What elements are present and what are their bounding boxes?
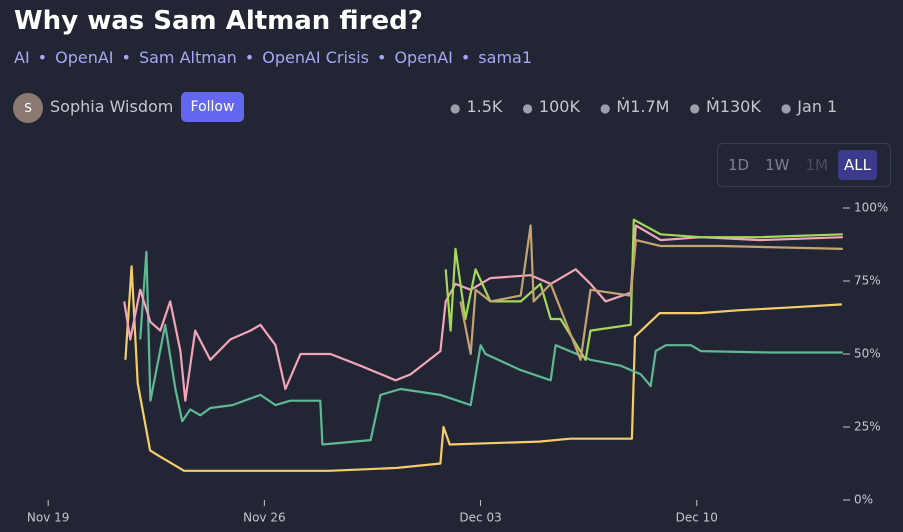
tag[interactable]: AI [14, 48, 30, 67]
tag[interactable]: OpenAI [55, 48, 114, 67]
title: Why was Sam Altman fired? [14, 6, 423, 36]
author[interactable]: Sophia Wisdom [50, 97, 174, 116]
series-line [123, 224, 843, 402]
x-tick-label: Dec 03 [459, 511, 501, 525]
x-tick-label: Nov 26 [243, 511, 286, 525]
stat: 1.5K [450, 97, 502, 116]
stat: Ṁ1.7M [600, 97, 669, 116]
avatar[interactable]: S [13, 93, 43, 123]
x-tick-label: Nov 19 [27, 511, 70, 525]
stat: Ṁ130K [689, 97, 761, 116]
y-tick-label: 25% [854, 420, 881, 434]
series-line [459, 224, 843, 361]
range-selector: 1D 1W 1M ALL [717, 143, 891, 187]
tag[interactable]: Sam Altman [138, 48, 237, 67]
range-button[interactable]: 1W [765, 156, 790, 174]
range-button[interactable]: ALL [837, 150, 877, 180]
stats: 1.5K 100K Ṁ1.7M Ṁ130K Jan 1 [450, 97, 837, 116]
tag[interactable]: OpenAI Crisis [262, 48, 370, 67]
range-button[interactable]: 1D [728, 156, 750, 174]
stat: Jan 1 [781, 97, 837, 116]
follow-button[interactable]: Follow [181, 92, 244, 122]
tag[interactable]: OpenAI [394, 48, 453, 67]
y-tick-label: 75% [854, 274, 881, 288]
range-button[interactable]: 1M [805, 156, 828, 174]
y-tick-label: 100% [854, 201, 888, 215]
stat: 100K [522, 97, 580, 116]
tags: AI • OpenAI • Sam Altman • OpenAI Crisis • O… [14, 48, 533, 67]
series-line [124, 265, 842, 472]
y-tick-label: 50% [854, 347, 881, 361]
x-tick-label: Dec 10 [676, 511, 718, 525]
tag[interactable]: sama1 [478, 48, 533, 67]
series-line [444, 218, 843, 361]
series-line [139, 250, 843, 446]
y-tick-label: 0% [854, 493, 873, 507]
